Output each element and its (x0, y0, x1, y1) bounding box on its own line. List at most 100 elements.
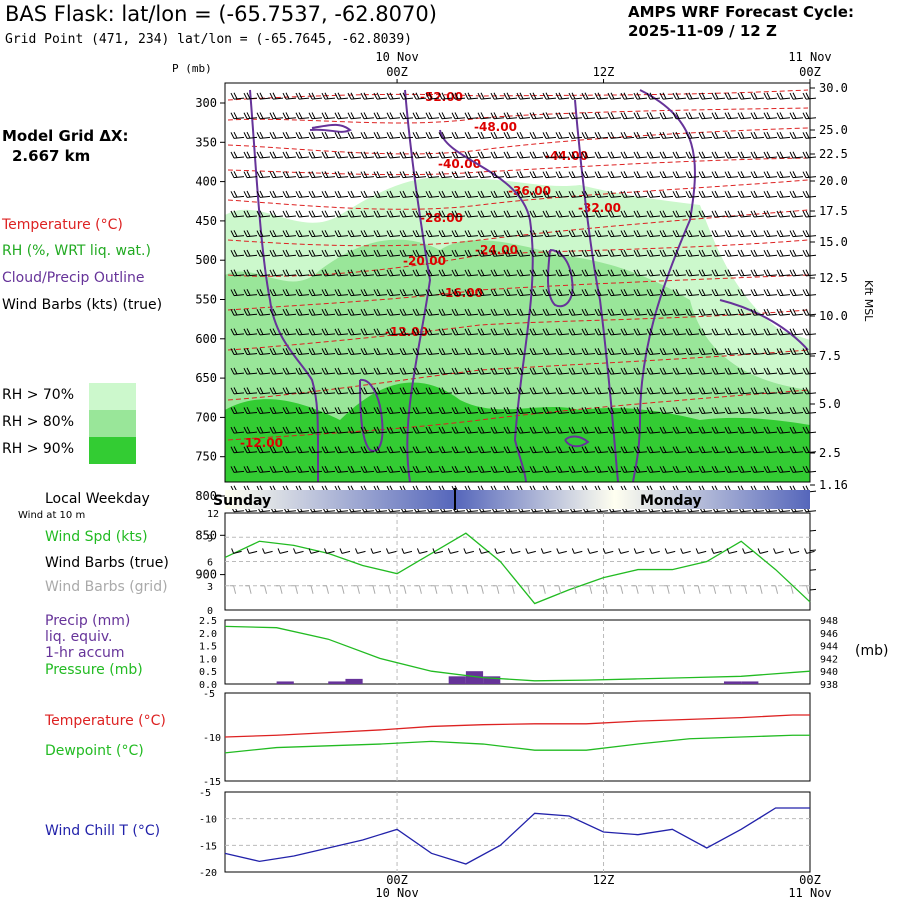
wind-barb (334, 426, 349, 434)
wind-barb (282, 406, 297, 414)
wind-barb (464, 249, 479, 257)
wind-barb (295, 112, 310, 120)
wind-barb (711, 92, 726, 100)
pressure-ytick-label: 942 (820, 654, 838, 665)
wind-barb (308, 131, 323, 139)
temperature-label: Temperature (°C) (45, 713, 166, 729)
wind-barb (542, 406, 557, 414)
wind-barb (542, 308, 557, 316)
surface-wind-barb (773, 548, 784, 554)
wind-barb (438, 112, 453, 120)
wind-barb (516, 92, 531, 100)
wind-barb (711, 406, 726, 414)
wind-barb (347, 289, 362, 297)
surface-wind-barb (587, 548, 598, 554)
wind-barb (724, 131, 739, 139)
wind-barb (386, 171, 401, 179)
wind-barb (542, 426, 557, 434)
wind-barb (373, 249, 388, 257)
wind-barb (451, 465, 466, 473)
wind-barb (607, 92, 622, 100)
wind-barb (620, 112, 635, 120)
pressure-tick-label: 700 (195, 410, 217, 424)
wind-barb (685, 131, 700, 139)
height-tick-label: 7.5 (819, 349, 841, 363)
model-grid-label: Model Grid ΔX: (2, 127, 129, 145)
wind-barb (698, 230, 713, 238)
wind-barb (256, 92, 271, 100)
wind-barb (295, 190, 310, 198)
wind-barb (438, 269, 453, 277)
wind-barb (555, 92, 570, 100)
wind-barb (425, 347, 440, 356)
pressure-tick-label: 650 (195, 371, 217, 385)
wind-barb (685, 289, 700, 297)
wind-barb (646, 249, 661, 257)
pressure-line (224, 625, 811, 682)
wind-barb (451, 446, 466, 454)
wind-barb (451, 269, 466, 277)
precip-liq-label: liq. equiv. (45, 629, 113, 645)
wind-ytick-label: 3 (207, 582, 213, 593)
wind-barb (620, 426, 635, 434)
wind-barb (568, 230, 583, 238)
wind-barb (230, 190, 245, 198)
wind-barb (516, 387, 531, 395)
wind-barb (802, 426, 817, 434)
surface-grid-barb (787, 585, 794, 594)
surface-grid-barb (415, 585, 422, 594)
wind-barb (503, 387, 518, 395)
surface-wind-barb (355, 548, 366, 554)
wind-barb (737, 347, 752, 356)
weekday-sunday-label: Sunday (213, 493, 271, 509)
wind-barb (607, 289, 622, 297)
wind-barb (802, 131, 817, 139)
wind-barb (594, 406, 609, 414)
model-grid-value: 2.667 km (12, 147, 91, 165)
wind-barb (399, 112, 414, 120)
wind-barb (802, 171, 817, 179)
wind-barb (646, 446, 661, 454)
wind-barb (685, 406, 700, 414)
precip-ytick-label: 2.5 (199, 616, 217, 627)
wind-barb (698, 446, 713, 454)
wind-barb (477, 426, 492, 434)
surface-grid-barb (353, 585, 360, 594)
wind-barb (633, 446, 648, 454)
wind-barb (724, 347, 739, 356)
wind-barb (373, 308, 388, 316)
wind-barb (737, 446, 752, 454)
wind-barb (581, 190, 596, 198)
precip-label: Precip (mm) (45, 613, 131, 629)
windchill-line (224, 807, 810, 865)
wind-barb (490, 131, 505, 139)
wind-barb (633, 367, 648, 375)
wind-barb (776, 308, 791, 316)
wind-barb (763, 131, 778, 139)
wind-barb (516, 406, 531, 414)
wind-barb (438, 151, 453, 159)
wind-barb (347, 230, 362, 238)
wind-barb (308, 446, 323, 454)
wind-barb (646, 210, 661, 218)
temperature-contour (227, 349, 809, 401)
wind-barb (477, 171, 492, 179)
wind-barb (256, 347, 271, 356)
wind-barb (789, 446, 804, 454)
bottom-hour-label: 00Z (386, 873, 408, 887)
wind-barb (373, 465, 388, 473)
wind-barb (594, 171, 609, 179)
surface-grid-barb (307, 585, 314, 594)
wind-barb (542, 230, 557, 238)
surface-grid-barb (446, 585, 453, 594)
temperature-contour-label: -12.00 (240, 436, 283, 450)
wind-barb (737, 406, 752, 414)
windchill-label: Wind Chill T (°C) (45, 823, 161, 839)
precip-ytick-label: 0.5 (199, 667, 217, 678)
wind-barb (243, 289, 258, 297)
wind-barb (711, 151, 726, 159)
wind-barb (776, 171, 791, 179)
wind-barb (581, 426, 596, 434)
wind-barb (321, 465, 336, 473)
surface-grid-barb (802, 585, 810, 594)
